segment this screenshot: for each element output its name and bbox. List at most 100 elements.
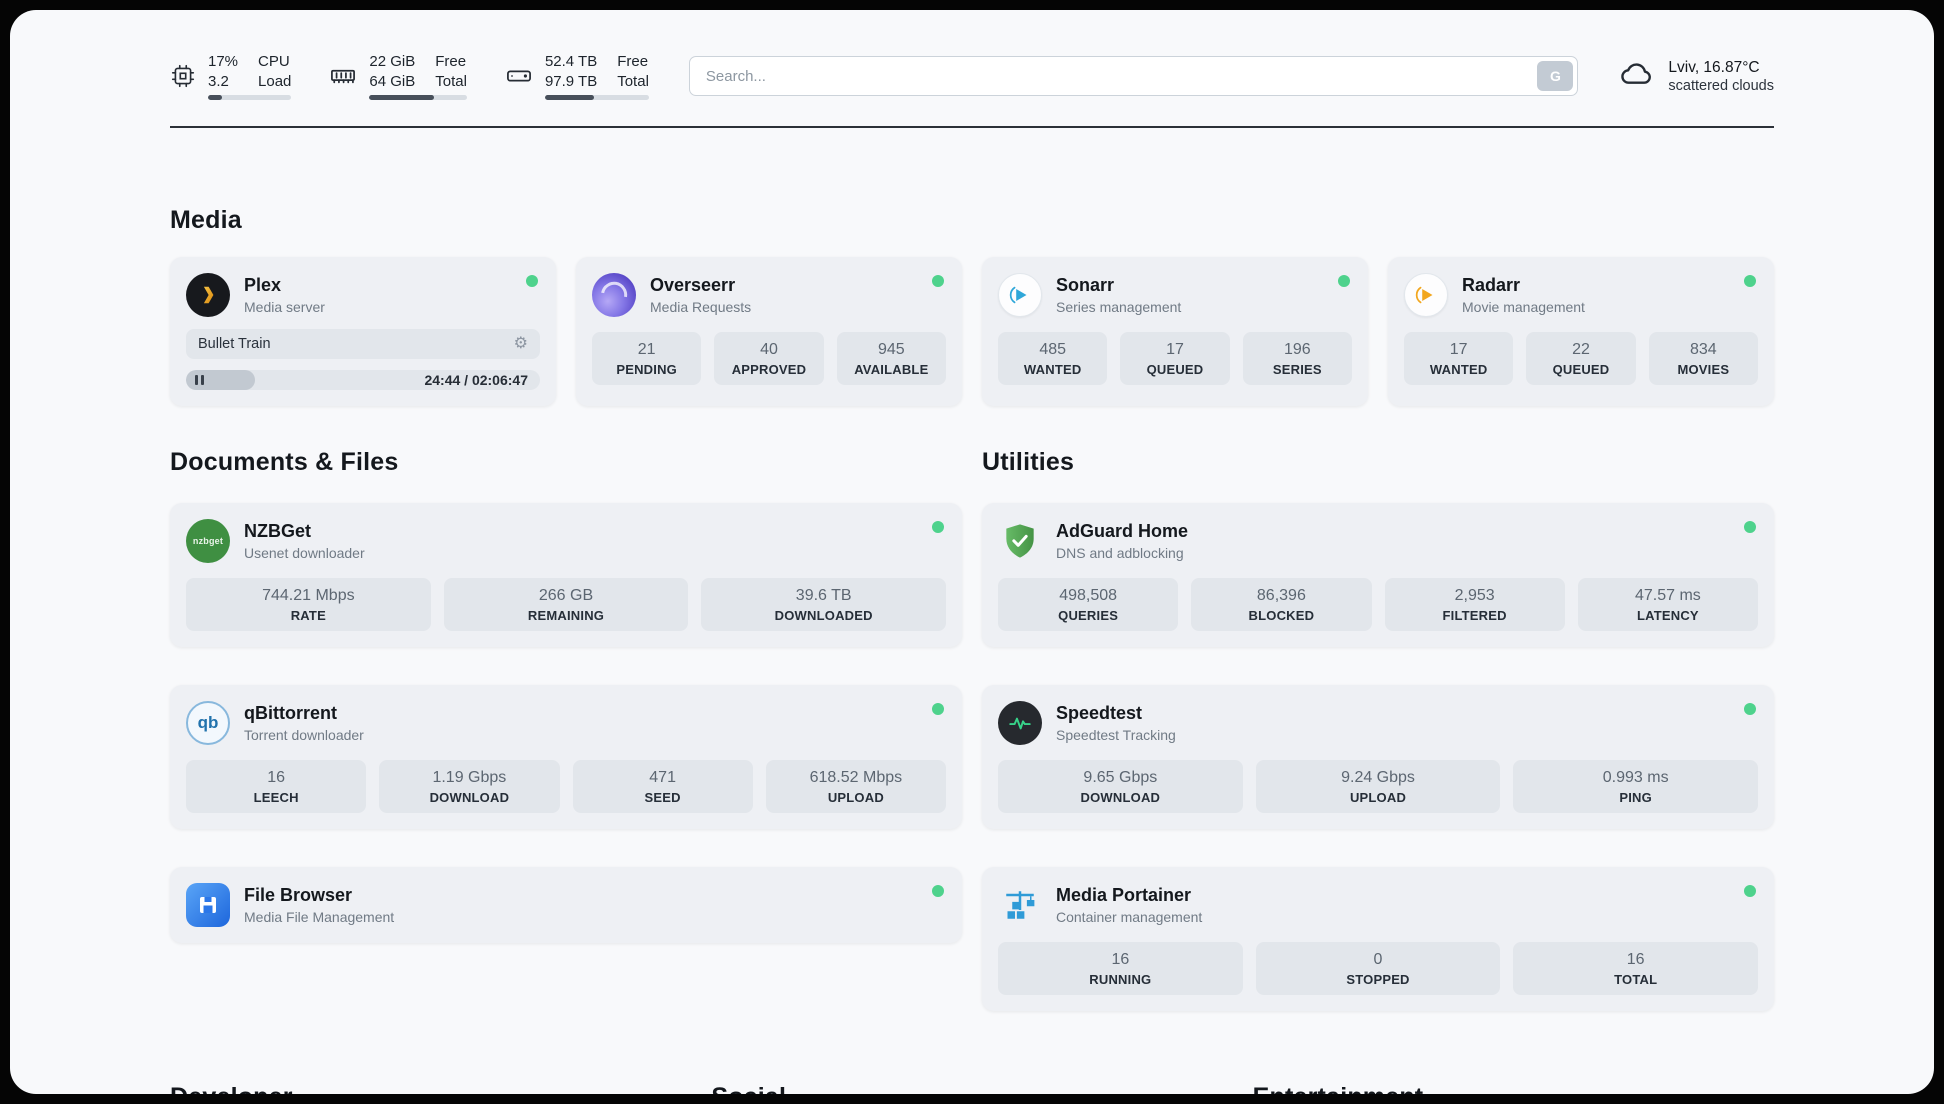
app-card-adguard[interactable]: AdGuard Home DNS and adblocking 498,508 … [982,503,1774,647]
stat-downloaded: 39.6 TB DOWNLOADED [701,578,947,631]
ram-free-label: Free [435,53,467,70]
weather-widget: Lviv, 16.87°C scattered clouds [1618,55,1774,98]
app-card-nzbget[interactable]: nzbget NZBGet Usenet downloader 744.21 M… [170,503,962,647]
app-subtitle: Media Requests [650,299,752,315]
disk-stat: 52.4 TB 97.9 TB Free Total [505,52,649,100]
ram-free-value: 22 GiB [369,53,416,70]
stat-download: 1.19 Gbps DOWNLOAD [379,760,560,813]
stat-wanted: 17 WANTED [1404,332,1514,385]
disk-free-label: Free [617,53,649,70]
stat-running: 16 RUNNING [998,942,1243,995]
cpu-icon [170,63,196,89]
stat-filtered: 2,953 FILTERED [1384,578,1565,631]
app-card-portainer[interactable]: Media Portainer Container management 16 … [982,867,1774,1011]
status-dot [932,521,944,533]
app-subtitle: Media File Management [244,909,395,925]
disk-total-value: 97.9 TB [544,72,598,90]
dashboard-page: 17% 3.2 CPU Load [10,10,1934,1094]
disk-total-label: Total [617,72,649,90]
stat-movies: 834 MOVIES [1648,332,1758,385]
now-playing-title: Bullet Train [198,336,271,352]
playback-progress: 24:44 / 02:06:47 [186,370,540,390]
section-media: Media Plex Media server [170,206,1774,406]
app-subtitle: Movie management [1462,299,1585,315]
app-card-plex[interactable]: Plex Media server Bullet Train ⚙ 24:44 /… [170,257,556,406]
cpu-label: CPU [258,53,290,70]
stat-ping: 0.993 ms PING [1513,760,1759,813]
status-dot [932,885,944,897]
stat-seed: 471 SEED [572,760,753,813]
app-card-filebrowser[interactable]: File Browser Media File Management [170,867,962,943]
weather-location: Lviv, 16.87°C [1668,58,1760,76]
app-name: Sonarr [1056,275,1115,295]
gear-icon[interactable]: ⚙ [513,335,528,352]
cpu-usage-percent: 17% [208,53,239,70]
app-subtitle: Container management [1056,909,1203,925]
app-name: Speedtest [1056,703,1143,723]
stat-wanted: 485 WANTED [998,332,1108,385]
section-title-entertainment: Entertainment [1253,1083,1774,1094]
app-card-qbittorrent[interactable]: qb qBittorrent Torrent downloader 16 LEE… [170,685,962,829]
stat-queries: 498,508 QUERIES [998,578,1179,631]
section-title-developer: Developer [170,1083,691,1094]
cloud-icon [1618,55,1656,98]
nzbget-icon: nzbget [186,519,230,563]
app-card-radarr[interactable]: Radarr Movie management 17 WANTED 22 QUE… [1388,257,1774,406]
app-name: Plex [244,275,282,295]
stat-latency: 47.57 ms LATENCY [1577,578,1758,631]
cpu-load-value: 3.2 [208,72,229,90]
stat-available: 945 AVAILABLE [836,332,946,385]
speedtest-icon [998,701,1042,745]
top-bar: 17% 3.2 CPU Load [170,52,1774,100]
app-card-sonarr[interactable]: Sonarr Series management 485 WANTED 17 Q… [982,257,1368,406]
radarr-icon [1404,273,1448,317]
playback-time: 24:44 / 02:06:47 [424,372,528,388]
section-title-social: Social [711,1083,1232,1094]
stat-upload: 9.24 Gbps UPLOAD [1255,760,1501,813]
search-box: G [688,56,1579,96]
stat-remaining: 266 GB REMAINING [443,578,689,631]
app-name: AdGuard Home [1056,521,1189,541]
app-subtitle: DNS and adblocking [1056,545,1184,561]
search-engine-button[interactable]: G [1537,61,1574,91]
disk-meter [544,95,649,100]
header-divider [170,126,1774,128]
app-subtitle: Speedtest Tracking [1056,727,1176,743]
stat-queued: 22 QUEUED [1526,332,1636,385]
cpu-meter-fill [208,95,223,100]
stat-upload: 618.52 Mbps UPLOAD [765,760,946,813]
status-dot [932,275,944,287]
app-subtitle: Media server [244,299,325,315]
pause-icon[interactable] [195,375,204,385]
section-social: Social LI LinkedIn linkedin.com TW Twitt… [711,1083,1232,1094]
adguard-icon [998,519,1042,563]
status-dot [1744,703,1756,715]
app-subtitle: Usenet downloader [244,545,365,561]
search-input[interactable] [688,56,1579,96]
ram-icon [329,62,357,90]
status-dot [1744,885,1756,897]
portainer-icon [998,883,1042,927]
status-dot [1744,275,1756,287]
now-playing-bar: Bullet Train ⚙ [186,329,540,359]
plex-icon [186,273,230,317]
section-title-utilities: Utilities [982,448,1075,476]
cpu-load-label: Load [258,72,292,90]
stat-rate: 744.21 Mbps RATE [186,578,431,631]
stat-leech: 16 LEECH [186,760,367,813]
app-name: Radarr [1462,275,1521,295]
app-name: File Browser [244,885,353,905]
weather-condition: scattered clouds [1668,77,1774,94]
cpu-stat: 17% 3.2 CPU Load [170,52,292,100]
app-name: qBittorrent [244,703,337,723]
stat-download: 9.65 Gbps DOWNLOAD [998,760,1243,813]
cpu-meter [208,95,292,100]
status-dot [526,275,538,287]
app-subtitle: Series management [1056,299,1182,315]
ram-meter-fill [369,95,434,100]
app-card-overseerr[interactable]: Overseerr Media Requests 21 PENDING 40 A… [576,257,962,406]
stat-series: 196 SERIES [1242,332,1352,385]
app-card-speedtest[interactable]: Speedtest Speedtest Tracking 9.65 Gbps D… [982,685,1774,829]
stat-pending: 21 PENDING [592,332,702,385]
